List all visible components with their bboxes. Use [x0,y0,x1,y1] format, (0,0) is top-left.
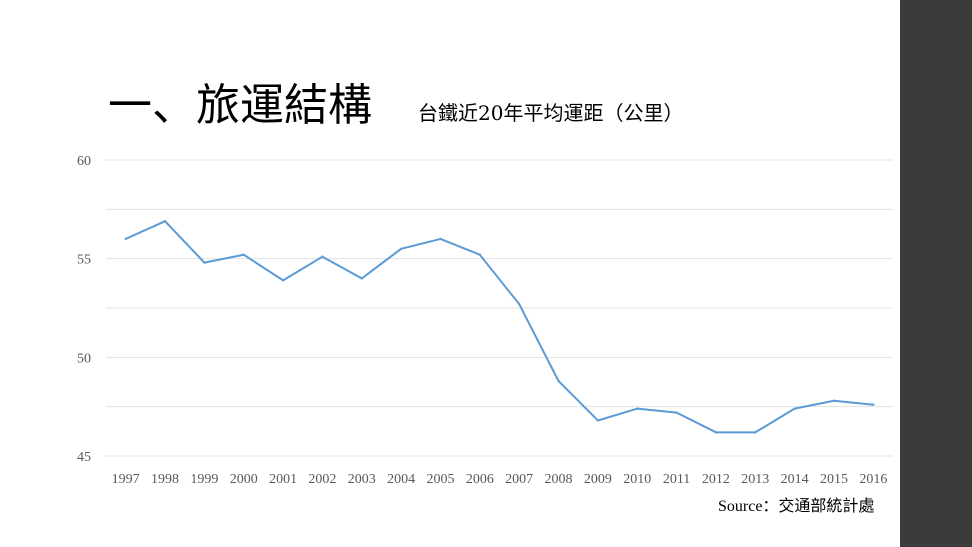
x-tick-label: 2016 [859,472,887,487]
data-point [517,302,521,306]
x-tick-label: 2006 [466,472,494,487]
data-point [793,407,796,410]
dark-sidebar [900,0,972,547]
chart-subtitle: 台鐵近20年平均運距（公里） [418,101,684,125]
x-tick-label: 2002 [308,472,336,487]
x-tick-label: 1998 [151,472,179,487]
x-axis-ticks: 1997 1998 1999 2000 2001 2002 2003 2004 2005 2006… [112,472,888,487]
x-tick-label: 2009 [584,472,612,487]
data-point [832,399,836,402]
y-tick-label: 60 [77,154,91,169]
data-point [321,255,324,258]
data-point [754,431,757,434]
data-point [203,261,206,264]
data-point [596,419,600,422]
data-point [399,247,403,250]
y-axis-ticks: 45 50 55 60 [77,154,91,465]
data-point [636,407,639,410]
data-point [163,219,167,223]
series-layer [124,219,875,434]
x-tick-label: 2007 [505,472,533,487]
x-tick-label: 1997 [112,472,140,487]
data-point [242,253,245,256]
series-line [125,220,874,434]
line-chart: 45 50 55 60 1997 1998 1999 2000 2001 2002 2003 200… [77,154,893,487]
slide-title: 一、旅運結構 [108,80,372,131]
y-tick-label: 55 [77,253,91,268]
x-tick-label: 2011 [663,472,690,487]
x-tick-label: 2000 [230,472,258,487]
y-tick-label: 45 [77,450,91,465]
data-point [675,411,678,414]
data-point [557,379,560,383]
data-point [360,277,363,280]
x-tick-label: 2001 [269,472,297,487]
data-point [714,431,718,434]
data-point [478,253,482,256]
x-tick-label: 2003 [348,472,376,487]
data-point [439,237,442,241]
data-point [872,403,875,406]
x-tick-label: 2013 [741,472,769,487]
x-tick-label: 2010 [623,472,651,487]
x-tick-label: 2015 [820,472,848,487]
gridlines [106,159,893,457]
x-tick-label: 2008 [545,472,573,487]
source-note: Source：交通部統計處 [718,498,875,515]
y-tick-label: 50 [77,351,91,366]
x-tick-label: 2012 [702,472,730,487]
x-tick-label: 2005 [426,472,454,487]
data-point [124,237,127,241]
x-tick-label: 2004 [387,472,415,487]
x-tick-label: 1999 [190,472,218,487]
x-tick-label: 2014 [781,472,809,487]
data-point [281,279,285,282]
